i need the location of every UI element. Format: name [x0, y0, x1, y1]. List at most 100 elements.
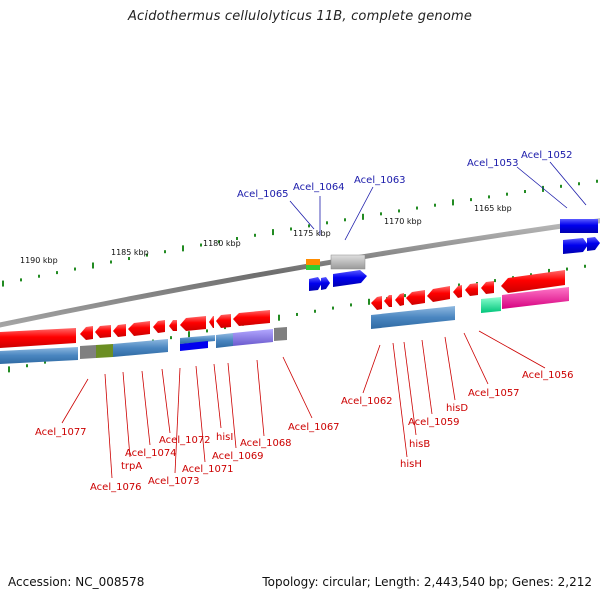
gene-arrow-reverse — [169, 320, 177, 331]
gene-label: Acel_1065 — [237, 189, 289, 200]
gene-arrow-reverse — [427, 286, 450, 302]
gene-arrow-forward — [321, 277, 330, 290]
minor-tick — [344, 218, 346, 222]
gene-label: trpA — [121, 461, 142, 472]
major-tick — [542, 185, 544, 192]
minor-tick — [524, 190, 526, 194]
gene-cog-box — [306, 259, 320, 265]
gene-arrow-forward — [563, 238, 588, 254]
gene-label: Acel_1063 — [354, 175, 406, 186]
gene-arrow-forward — [309, 277, 322, 291]
gene-label: hisD — [446, 403, 468, 414]
minor-tick — [332, 306, 334, 310]
cog-bar — [80, 345, 96, 359]
cog-bar — [96, 344, 113, 358]
cog-bar — [216, 333, 233, 348]
scale-label: 1190 kbp — [20, 256, 58, 265]
major-tick — [452, 199, 454, 206]
cog-bar — [0, 347, 78, 364]
gene-label: Acel_1069 — [212, 451, 264, 462]
scale-label: 1180 kbp — [203, 239, 241, 248]
minor-tick — [20, 278, 22, 282]
gene-label: Acel_1059 — [408, 417, 460, 428]
leader-lines-bottom — [61, 330, 546, 479]
accession-text: Accession: NC_008578 — [8, 575, 145, 589]
gene-label: hisH — [400, 459, 422, 470]
minor-tick — [38, 274, 40, 278]
gene-label: Acel_1053 — [467, 158, 519, 169]
forward-genes — [306, 219, 600, 291]
scale-label: 1165 kbp — [474, 204, 512, 213]
minor-tick — [44, 360, 46, 364]
gene-arrow-reverse — [481, 281, 494, 294]
cog-bar — [113, 339, 168, 357]
gene-arrow-reverse — [209, 316, 214, 328]
gene-arrow-reverse — [0, 328, 76, 348]
gene-label: hisB — [409, 439, 430, 450]
major-tick — [368, 298, 370, 305]
cog-bar — [274, 327, 287, 341]
gene-arrow-reverse — [501, 270, 565, 293]
gene-label: Acel_1073 — [148, 476, 200, 487]
minor-tick — [470, 198, 472, 202]
reverse-genes — [0, 270, 569, 364]
gene-label: Acel_1052 — [521, 150, 573, 161]
gene-arrow-reverse — [406, 290, 425, 305]
genome-summary-text: Topology: circular; Length: 2,443,540 bp… — [262, 575, 592, 589]
gene-arrow-reverse — [153, 320, 165, 333]
scale-label: 1175 kbp — [293, 229, 331, 238]
gene-arrow-reverse — [453, 285, 462, 298]
gene-label: Acel_1076 — [90, 482, 142, 493]
major-tick — [2, 280, 4, 287]
minor-tick — [128, 257, 130, 261]
minor-tick — [380, 212, 382, 216]
gene-arrow-reverse — [216, 314, 231, 328]
major-tick — [92, 262, 94, 269]
gene-arrow-reverse — [395, 293, 404, 306]
gene-label: hisI — [216, 432, 233, 443]
gene-cog-box — [330, 254, 366, 270]
gene-label: Acel_1064 — [293, 182, 345, 193]
minor-tick — [236, 236, 238, 240]
gene-labels-bottom: Acel_1077 Acel_1076 trpA Acel_1074 Acel_… — [35, 370, 574, 493]
major-tick — [548, 268, 550, 275]
minor-tick — [584, 264, 586, 268]
cog-bar — [481, 297, 501, 313]
gene-label: Acel_1067 — [288, 422, 340, 433]
minor-tick — [110, 260, 112, 264]
gene-arrow-reverse — [180, 316, 206, 331]
minor-tick — [26, 364, 28, 368]
cog-bar — [233, 329, 273, 346]
gene-arrow-reverse — [371, 296, 382, 310]
scale-labels: 1190 kbp 1185 kbp 1180 kbp 1175 kbp 1170… — [20, 204, 512, 265]
minor-tick — [434, 203, 436, 207]
minor-tick — [206, 329, 208, 333]
scale-label: 1185 kbp — [111, 248, 149, 257]
genome-backbone — [0, 218, 600, 328]
gene-label: Acel_1062 — [341, 396, 393, 407]
gene-label: Acel_1072 — [159, 435, 211, 446]
minor-tick — [296, 312, 298, 316]
scale-ticks-upper — [2, 179, 598, 287]
gene-arrow-reverse — [113, 324, 126, 337]
gene-arrow-reverse — [465, 283, 478, 296]
gene-arrow-reverse — [233, 310, 270, 326]
gene-label: Acel_1071 — [182, 464, 234, 475]
major-tick — [278, 314, 280, 321]
minor-tick — [164, 250, 166, 254]
major-tick — [272, 229, 274, 236]
gene-arrow-reverse — [384, 295, 392, 307]
gene-label: Acel_1068 — [240, 438, 292, 449]
gene-label: Acel_1056 — [522, 370, 574, 381]
minor-tick — [404, 294, 406, 298]
gene-arrow-reverse — [95, 325, 111, 338]
gene-arrow-reverse — [128, 321, 150, 336]
minor-tick — [566, 267, 568, 271]
minor-tick — [308, 224, 310, 228]
minor-tick — [56, 271, 58, 275]
cog-bar — [502, 287, 569, 309]
minor-tick — [326, 221, 328, 225]
minor-tick — [596, 179, 598, 183]
gene-arrow-forward — [587, 237, 600, 251]
